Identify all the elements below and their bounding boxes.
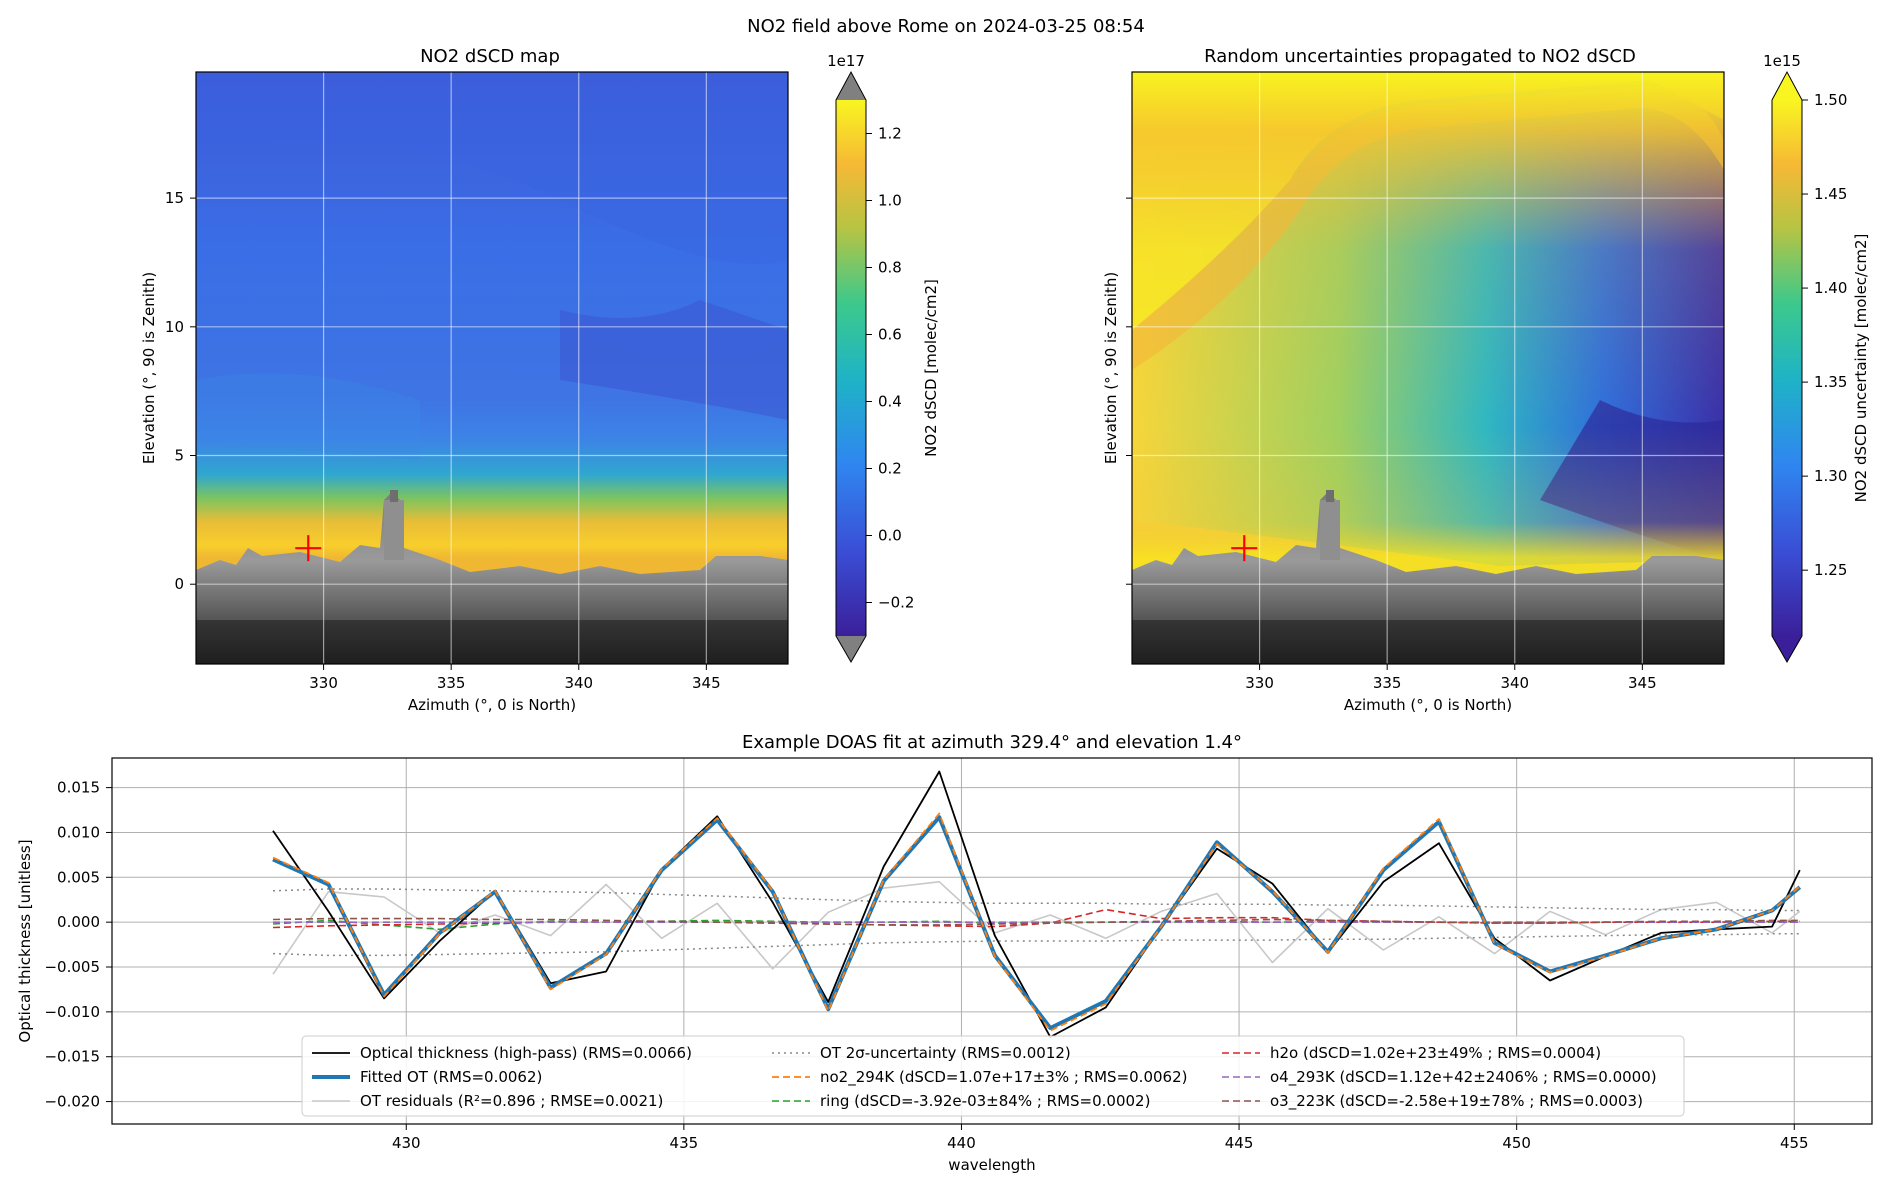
series-line-4 (272, 812, 1801, 1032)
panel1-xlabel: Azimuth (°, 0 is North) (408, 696, 576, 714)
y-tick-label: −0.010 (44, 1003, 100, 1021)
legend-label: OT 2σ-uncertainty (RMS=0.0012) (820, 1044, 1071, 1062)
y-tick-label: 0.010 (57, 823, 100, 841)
colorbar2-offset: 1e15 (1763, 52, 1801, 70)
x-tick-label: 330 (1245, 674, 1274, 692)
y-tick-label: 10 (165, 318, 184, 336)
y-tick-label: −0.005 (44, 958, 100, 976)
x-tick-label: 435 (670, 1134, 699, 1152)
x-tick-label: 430 (392, 1134, 421, 1152)
panel3-series (272, 770, 1802, 1038)
x-tick-label: 445 (1225, 1134, 1254, 1152)
panel3-title: Example DOAS fit at azimuth 329.4° and e… (742, 732, 1242, 753)
x-tick-label: 440 (947, 1134, 976, 1152)
legend-label: no2_294K (dSCD=1.07e+17±3% ; RMS=0.0062) (820, 1068, 1187, 1087)
colorbar-tick-label: 1.35 (1814, 373, 1847, 391)
legend-box (301, 1035, 1685, 1117)
figure-suptitle: NO2 field above Rome on 2024-03-25 08:54 (747, 16, 1145, 37)
marker-cross (1231, 535, 1258, 562)
x-tick-label: 455 (1780, 1134, 1809, 1152)
y-tick-label: 0.000 (57, 913, 100, 931)
colorbar-tick-label: 1.25 (1814, 561, 1847, 579)
x-tick-label: 340 (564, 674, 593, 692)
colorbar-tick-label: 0.6 (878, 326, 902, 344)
colorbar1-label: NO2 dSCD [molec/cm2] (922, 279, 940, 457)
panel2-field (1132, 72, 1724, 664)
y-tick-label: −0.020 (44, 1093, 100, 1111)
x-tick-label: 340 (1500, 674, 1529, 692)
colorbar-tick-label: 0.4 (878, 393, 902, 411)
colorbar-tick-label: −0.2 (878, 594, 914, 612)
legend-label: o4_293K (dSCD=1.12e+42±2406% ; RMS=0.000… (1270, 1068, 1657, 1087)
colorbar-tick-label: 1.30 (1814, 467, 1847, 485)
x-tick-label: 335 (1373, 674, 1402, 692)
y-tick-label: 0.015 (57, 779, 100, 797)
x-tick-label: 330 (309, 674, 338, 692)
series-line-3-lower (272, 933, 1800, 957)
panel2-ylabel: Elevation (°, 90 is Zenith) (1102, 272, 1120, 464)
y-tick-label: −0.015 (44, 1048, 100, 1066)
x-tick-label: 345 (692, 674, 721, 692)
panel1-ylabel: Elevation (°, 90 is Zenith) (140, 272, 158, 464)
panel1-colorbar: −0.2 0.0 0.2 0.4 0.6 0.8 1.0 1.2 1e17 NO2 dSCD … (827, 52, 940, 664)
panel1-axes: 330 335 340 345 0 5 10 15 (165, 189, 721, 692)
panel-doas-fit: Example DOAS fit at azimuth 329.4° and e… (16, 732, 1873, 1174)
panel3-axes: 430 435 440 445 450 455 0.015 0.010 0.005 0.000 −0… (44, 779, 1808, 1152)
panel1-field (196, 72, 788, 664)
colorbar-tick-label: 1.50 (1814, 91, 1847, 109)
y-tick-label: 0 (174, 575, 184, 593)
x-tick-label: 345 (1628, 674, 1657, 692)
series-line-8 (272, 917, 1800, 926)
colorbar-tick-label: 1.40 (1814, 279, 1847, 297)
panel3-ylabel: Optical thickness [unitless] (16, 839, 34, 1042)
colorbar-tick-label: 0.8 (878, 259, 902, 277)
legend-label: Fitted OT (RMS=0.0062) (360, 1068, 542, 1086)
panel3-xlabel: wavelength (948, 1156, 1035, 1174)
panel2-colorbar: 1.25 1.30 1.35 1.40 1.45 1.50 1e15 NO2 dSCD u… (1763, 52, 1870, 664)
x-tick-label: 335 (437, 674, 466, 692)
panel3-legend: Optical thickness (high-pass) (RMS=0.006… (301, 1035, 1685, 1117)
panel2-grid (1132, 72, 1724, 664)
y-tick-label: 15 (165, 189, 184, 207)
y-tick-label: 0.005 (57, 868, 100, 886)
colorbar-tick-label: 0.2 (878, 460, 902, 478)
panel2-title: Random uncertainties propagated to NO2 d… (1204, 46, 1636, 67)
legend-label: ring (dSCD=-3.92e-03±84% ; RMS=0.0002) (820, 1092, 1150, 1110)
legend-label: o3_223K (dSCD=-2.58e+19±78% ; RMS=0.0003… (1270, 1092, 1643, 1111)
panel-uncertainty-map: Random uncertainties propagated to NO2 d… (1102, 46, 1870, 714)
colorbar1-offset: 1e17 (827, 52, 865, 70)
legend-label: h2o (dSCD=1.02e+23±49% ; RMS=0.0004) (1270, 1044, 1601, 1062)
series-line-2 (272, 880, 1801, 975)
colorbar-tick-label: 1.45 (1814, 185, 1847, 203)
colorbar2-label: NO2 dSCD uncertainty [molec/cm2] (1852, 234, 1870, 503)
panel2-axes: 330 335 340 345 (1126, 197, 1657, 692)
x-tick-label: 450 (1502, 1134, 1531, 1152)
panel1-grid (196, 72, 788, 664)
colorbar-tick-label: 1.0 (878, 192, 902, 210)
y-tick-label: 5 (174, 447, 184, 465)
series-line-3 (272, 888, 1800, 912)
legend-label: Optical thickness (high-pass) (RMS=0.006… (360, 1044, 692, 1062)
colorbar-tick-label: 0.0 (878, 527, 902, 545)
legend-label: OT residuals (R²=0.896 ; RMSE=0.0021) (360, 1092, 663, 1110)
panel2-xlabel: Azimuth (°, 0 is North) (1344, 696, 1512, 714)
panel1-title: NO2 dSCD map (420, 46, 560, 67)
panel-no2-map: NO2 dSCD map 330 335 340 345 0 5 10 15 Azimuth … (140, 46, 940, 714)
colorbar-tick-label: 1.2 (878, 125, 902, 143)
series-line-6 (272, 908, 1800, 929)
marker-cross (295, 535, 322, 562)
